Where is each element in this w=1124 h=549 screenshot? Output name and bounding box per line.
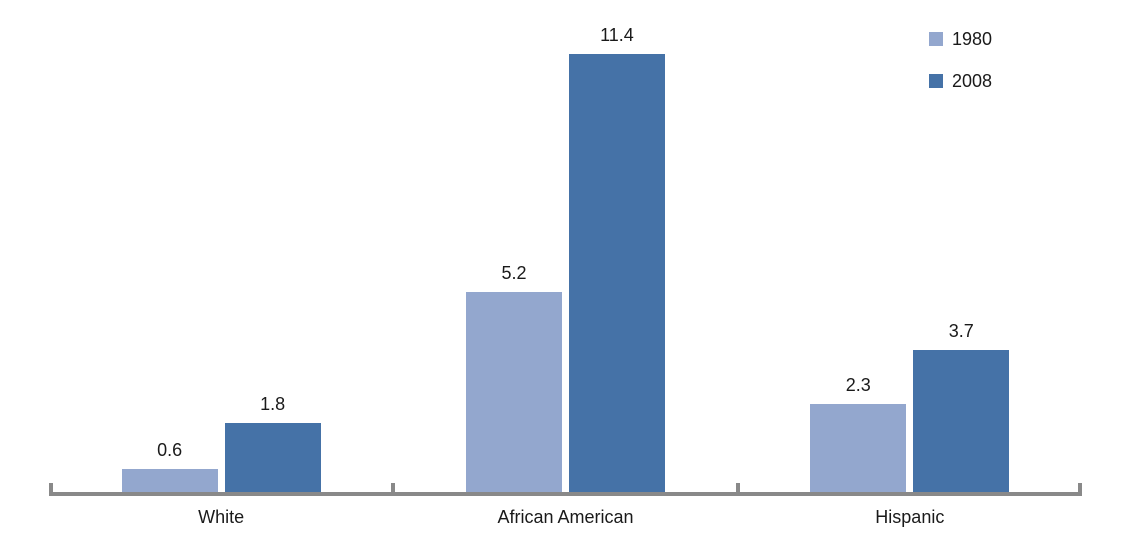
axis-tick	[49, 483, 53, 492]
category-group-african-american: 5.2 11.4	[393, 0, 737, 492]
legend-item-1980: 1980	[929, 28, 992, 50]
bar-column: 1.8	[224, 0, 321, 492]
legend-swatch-2008	[929, 74, 943, 88]
bar-2008-white	[224, 423, 321, 492]
bar-column: 11.4	[568, 0, 665, 492]
axis-tick	[1078, 483, 1082, 492]
value-label: 11.4	[600, 25, 634, 45]
legend-label-2008: 2008	[952, 71, 993, 91]
legend: 1980 2008	[929, 28, 992, 112]
value-label: 3.7	[948, 321, 974, 341]
bar-column: 3.7	[913, 0, 1010, 492]
category-label-african-american: African American	[497, 507, 634, 527]
bar-1980-african-american	[465, 292, 562, 492]
category-group-hispanic: 2.3 3.7	[738, 0, 1082, 492]
bar-1980-hispanic	[810, 404, 907, 492]
axis-tick	[391, 483, 395, 492]
bar-column: 0.6	[121, 0, 218, 492]
legend-label-1980: 1980	[952, 29, 993, 49]
legend-item-2008: 2008	[929, 70, 992, 92]
bar-column: 5.2	[465, 0, 562, 492]
legend-swatch-1980	[929, 32, 943, 46]
bar-2008-african-american	[568, 54, 665, 492]
value-label: 5.2	[501, 263, 527, 283]
category-label-white: White	[198, 507, 245, 527]
category-axis-labels: White African American Hispanic	[49, 506, 1082, 528]
x-axis-line	[49, 492, 1082, 496]
plot-area: 0.6 1.8 5.2 11.4 2.3 3.7	[49, 0, 1082, 492]
category-group-white: 0.6 1.8	[49, 0, 393, 492]
axis-tick	[736, 483, 740, 492]
value-label: 0.6	[157, 440, 183, 460]
value-label: 1.8	[260, 394, 286, 414]
bar-column: 2.3	[810, 0, 907, 492]
category-label-hispanic: Hispanic	[875, 507, 945, 527]
bar-1980-white	[121, 469, 218, 492]
bar-2008-hispanic	[913, 350, 1010, 492]
value-label: 2.3	[845, 375, 871, 395]
